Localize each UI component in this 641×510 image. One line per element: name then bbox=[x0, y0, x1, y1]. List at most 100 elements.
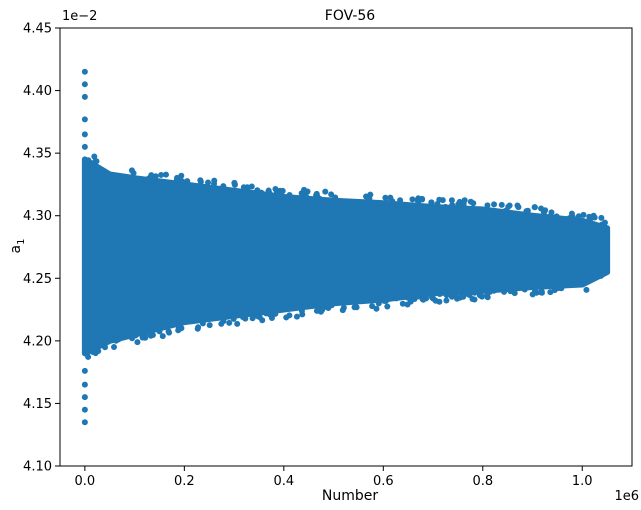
data-point bbox=[184, 178, 191, 185]
data-point bbox=[449, 202, 456, 208]
data-point bbox=[283, 314, 290, 321]
y-tick-label: 4.15 bbox=[23, 397, 52, 412]
data-point bbox=[507, 288, 514, 295]
x-tick-label: 0.4 bbox=[273, 474, 294, 489]
data-point bbox=[313, 190, 320, 197]
data-point bbox=[568, 210, 575, 217]
data-point bbox=[583, 286, 590, 293]
data-point bbox=[102, 344, 109, 351]
x-tick-label: 0.2 bbox=[174, 474, 195, 489]
data-point bbox=[156, 328, 163, 335]
data-point bbox=[195, 324, 202, 331]
data-point bbox=[134, 339, 141, 346]
data-point bbox=[537, 289, 544, 296]
data-point bbox=[505, 203, 512, 210]
data-point bbox=[85, 157, 92, 164]
data-point bbox=[162, 171, 169, 178]
data-point bbox=[409, 196, 416, 203]
data-point bbox=[428, 199, 435, 206]
data-point-outlier bbox=[81, 394, 88, 401]
data-point-outlier bbox=[81, 406, 88, 413]
data-point bbox=[328, 191, 335, 198]
data-point bbox=[230, 315, 237, 322]
data-point bbox=[419, 196, 426, 203]
data-point bbox=[148, 172, 155, 179]
data-point bbox=[469, 296, 476, 303]
data-point bbox=[515, 204, 522, 211]
data-point bbox=[479, 293, 486, 300]
data-point bbox=[384, 303, 391, 310]
data-point bbox=[541, 209, 548, 216]
data-point-outlier bbox=[81, 143, 88, 150]
data-point-outlier bbox=[81, 93, 88, 100]
x-tick-label: 1.0 bbox=[572, 474, 593, 489]
y-offset-label: 1e−2 bbox=[62, 9, 97, 24]
data-point bbox=[551, 287, 558, 294]
data-point bbox=[211, 180, 218, 187]
data-point bbox=[92, 350, 99, 357]
data-point bbox=[532, 287, 539, 294]
data-point bbox=[325, 197, 332, 204]
data-point bbox=[436, 298, 443, 305]
data-point bbox=[332, 194, 339, 201]
data-point bbox=[601, 219, 608, 226]
y-axis-label: a1 bbox=[8, 239, 27, 254]
data-point bbox=[293, 313, 300, 320]
data-point bbox=[521, 286, 528, 293]
data-point bbox=[404, 301, 411, 308]
data-point bbox=[272, 310, 279, 317]
data-point bbox=[239, 314, 246, 321]
data-point bbox=[414, 293, 421, 300]
data-point bbox=[442, 203, 449, 210]
data-point bbox=[580, 211, 587, 218]
data-point bbox=[382, 194, 389, 201]
data-point bbox=[148, 327, 155, 334]
data-point bbox=[351, 304, 358, 311]
data-point bbox=[234, 320, 241, 327]
data-point bbox=[531, 204, 538, 211]
data-point bbox=[159, 333, 166, 340]
data-point bbox=[197, 178, 204, 185]
data-point bbox=[557, 283, 564, 290]
data-point bbox=[129, 335, 136, 342]
data-point bbox=[325, 305, 332, 312]
data-point bbox=[249, 315, 256, 322]
data-point bbox=[598, 214, 605, 221]
data-point bbox=[452, 290, 459, 297]
y-tick-label: 4.25 bbox=[23, 272, 52, 287]
data-point-outlier bbox=[81, 419, 88, 426]
data-point bbox=[598, 272, 605, 279]
data-point bbox=[484, 202, 491, 209]
data-point bbox=[436, 291, 443, 297]
data-point bbox=[313, 307, 320, 314]
x-offset-label: 1e6 bbox=[614, 489, 639, 504]
data-point-outlier bbox=[81, 367, 88, 374]
x-axis-label: Number bbox=[322, 488, 378, 504]
y-tick-label: 4.35 bbox=[23, 147, 52, 162]
data-point-outlier bbox=[81, 68, 88, 75]
data-point bbox=[399, 300, 406, 307]
axes: 0.0 0.2 0.4 0.6 0.8 1.0 4.10 4.15 4.20 4.25 4.30 4.… bbox=[23, 22, 633, 489]
data-point bbox=[460, 293, 467, 300]
data-point bbox=[256, 314, 263, 321]
data-point-outlier bbox=[81, 131, 88, 138]
data-point bbox=[174, 174, 181, 181]
data-point bbox=[263, 310, 270, 317]
data-point bbox=[502, 208, 509, 215]
data-point bbox=[443, 297, 450, 304]
data-point bbox=[484, 206, 491, 213]
y-axis-label-subscript: 1 bbox=[16, 239, 27, 245]
data-point bbox=[384, 199, 391, 206]
data-point bbox=[467, 198, 474, 205]
x-tick-label: 0.8 bbox=[472, 474, 493, 489]
data-point bbox=[128, 167, 135, 174]
data-point bbox=[491, 201, 498, 208]
data-point bbox=[552, 214, 559, 221]
data-point bbox=[316, 195, 323, 202]
data-point bbox=[91, 153, 98, 160]
data-point bbox=[363, 193, 370, 200]
data-point-outlier bbox=[81, 81, 88, 88]
data-point bbox=[339, 307, 346, 314]
